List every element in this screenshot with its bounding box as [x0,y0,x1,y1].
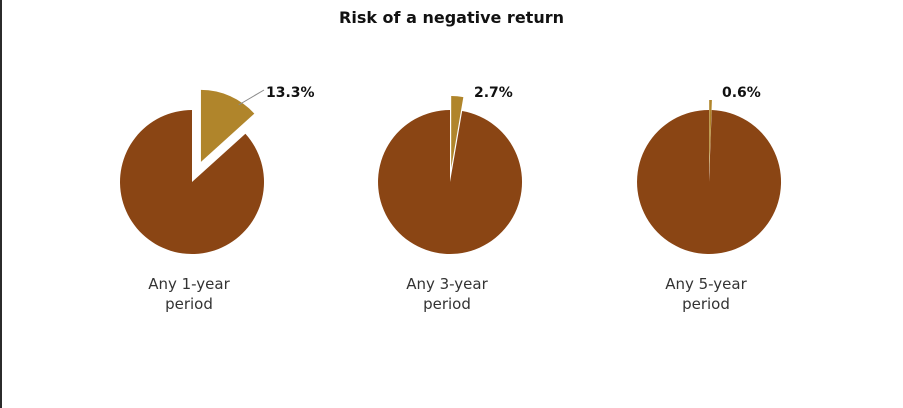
chart-title: Risk of a negative return [339,8,564,27]
pie-3-category-label-line-1: Any 5-year [665,275,747,293]
pie-3-positive-slice [637,110,782,254]
pie-3-negative-slice [709,99,712,172]
left-border [0,0,2,408]
pie-2-category-label-line-2: period [423,295,471,313]
pie-1-positive-slice [120,110,265,254]
pie-2-negative-slice [451,96,464,169]
pie-2-category-label-line-1: Any 3-year [406,275,488,293]
pie-2-positive-slice [378,110,523,254]
pie-1-negative-slice [200,89,255,162]
pie-2-value-label: 2.7% [474,85,513,101]
pie-3-category-label-line-2: period [682,295,730,313]
pie-3-value-label: 0.6% [722,85,761,101]
pie-1-category-label-line-1: Any 1-year [148,275,230,293]
pie-1-category-label-line-2: period [165,295,213,313]
pie-1-value-label: 13.3% [266,85,315,101]
pie-1-leader-line [238,89,265,106]
